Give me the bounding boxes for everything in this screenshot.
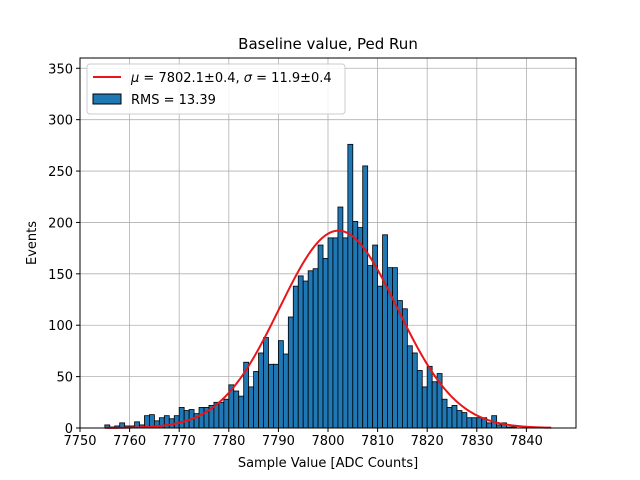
histogram-bar (362, 165, 369, 429)
legend-histogram-swatch (92, 93, 122, 105)
histogram-bar (268, 363, 274, 429)
histogram-bar (476, 417, 483, 429)
histogram-bar (451, 404, 458, 429)
histogram-bar (312, 268, 319, 429)
histogram-bar (263, 337, 269, 429)
histogram-bar (352, 221, 359, 429)
x-tick-label: 7830 (460, 434, 493, 449)
histogram-bar (392, 267, 398, 429)
histogram-bar (461, 412, 468, 429)
histogram-bar (307, 270, 314, 429)
histogram-bar (198, 407, 205, 429)
chart-title: Baseline value, Ped Run (238, 35, 418, 53)
histogram-bar (218, 401, 225, 429)
histogram-bar (347, 143, 354, 429)
y-axis-ticks: 0 50 100 150 200 250 300 350 (48, 62, 80, 437)
histogram-bar (466, 417, 473, 429)
histogram-bar (233, 390, 240, 429)
legend-fit-label: μ = 7802.1±0.4, σ = 11.9±0.4 (130, 71, 332, 86)
gaussian-fit-curve (104, 229, 552, 429)
x-tick-label: 7780 (212, 434, 245, 449)
legend-box (86, 63, 346, 115)
histogram-bar (173, 415, 180, 429)
legend-mu-symbol: μ (130, 71, 139, 86)
histogram-bar (406, 345, 413, 429)
histogram-bar (357, 227, 364, 429)
histogram-bar (292, 285, 299, 429)
histogram-bar (367, 265, 374, 429)
x-tick-label: 7820 (411, 434, 444, 449)
histogram-bar (372, 244, 379, 429)
y-tick-label: 300 (48, 114, 73, 129)
histogram-bar (441, 398, 448, 429)
histogram-bar (223, 398, 230, 429)
y-tick-label: 350 (48, 62, 73, 77)
histogram-bar (253, 371, 259, 429)
x-axis-label: Sample Value [ADC Counts] (238, 456, 418, 471)
histogram-bar (421, 386, 428, 429)
y-tick-label: 100 (48, 319, 73, 334)
histogram-bar (297, 275, 304, 429)
legend-rms-label: RMS = 13.39 (131, 93, 216, 108)
histogram-bar (282, 353, 289, 429)
histogram-bar (431, 381, 438, 429)
x-tick-label: 7750 (63, 434, 96, 449)
y-tick-label: 150 (48, 268, 73, 283)
legend: μ = 7802.1±0.4, σ = 11.9±0.4 RMS = 13.39 (86, 63, 346, 115)
histogram-bar (258, 352, 264, 429)
y-tick-label: 200 (48, 216, 73, 231)
x-tick-label: 7760 (113, 434, 146, 449)
histogram-bar (446, 407, 453, 429)
histogram-bar (397, 300, 403, 429)
histogram-bar (322, 258, 329, 429)
legend-sigma-value: = 11.9±0.4 (252, 71, 332, 86)
histogram-bar (382, 234, 388, 429)
y-tick-label: 50 (56, 371, 73, 386)
legend-mu-value: = 7802.1±0.4, (139, 71, 243, 86)
y-axis-label: Events (25, 221, 40, 265)
histogram-bar (411, 352, 418, 429)
histogram-bar (456, 410, 463, 429)
histogram-bar (426, 365, 433, 429)
histogram-bar (238, 395, 245, 429)
histogram-bar (273, 363, 279, 429)
histogram-bar (327, 237, 334, 429)
x-axis-ticks: 7750 7760 7770 7780 7790 7800 7810 7820 7830 7840 (63, 428, 543, 449)
histogram-bar (317, 244, 324, 429)
histogram-bar (337, 206, 344, 429)
histogram-bar (248, 386, 254, 429)
histogram-bar (377, 285, 383, 429)
histogram-bar (277, 340, 284, 429)
histogram-bar (416, 370, 423, 429)
x-tick-label: 7810 (361, 434, 394, 449)
histogram-bar (178, 407, 185, 429)
y-tick-label: 0 (65, 422, 73, 437)
histogram-bar (332, 237, 339, 429)
x-tick-label: 7800 (311, 434, 344, 449)
histogram-bar (471, 417, 478, 429)
y-tick-label: 250 (48, 165, 73, 180)
x-tick-label: 7790 (262, 434, 295, 449)
histogram-bar (302, 280, 309, 429)
histogram-bar (486, 422, 493, 429)
x-tick-label: 7770 (163, 434, 196, 449)
histogram-bar (342, 237, 349, 429)
legend-sigma-symbol: σ (244, 71, 253, 86)
histogram-bar (287, 316, 294, 429)
x-tick-label: 7840 (510, 434, 543, 449)
